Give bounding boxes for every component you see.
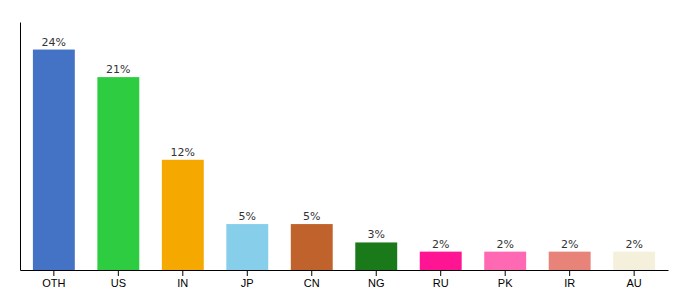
- bar: [355, 242, 397, 270]
- bar: [97, 77, 139, 270]
- bar: [162, 160, 204, 270]
- bar: [613, 252, 655, 270]
- x-tick-label: JP: [241, 277, 254, 289]
- x-tick-label: NG: [368, 277, 385, 289]
- x-tick: RU: [433, 270, 449, 289]
- x-tick: NG: [368, 270, 385, 289]
- x-tick: IN: [177, 270, 188, 289]
- data-label: 24%: [42, 36, 66, 49]
- x-tick-mark: [376, 270, 377, 276]
- x-tick-mark: [247, 270, 248, 276]
- x-tick-mark: [505, 270, 506, 276]
- bar: [33, 50, 75, 270]
- data-label: 12%: [171, 146, 195, 159]
- data-label: 2%: [625, 238, 642, 251]
- x-tick-mark: [182, 270, 183, 276]
- data-label: 2%: [561, 238, 578, 251]
- x-tick-label: AU: [627, 277, 642, 289]
- x-tick-mark: [569, 270, 570, 276]
- x-tick-mark: [53, 270, 54, 276]
- x-tick-mark: [440, 270, 441, 276]
- y-axis: [20, 23, 21, 271]
- bar: [291, 224, 333, 270]
- data-label: 5%: [239, 210, 256, 223]
- x-tick-label: CN: [304, 277, 320, 289]
- x-tick-mark: [311, 270, 312, 276]
- x-tick: OTH: [42, 270, 65, 289]
- x-tick: IR: [564, 270, 575, 289]
- x-tick-label: IN: [177, 277, 188, 289]
- data-label: 21%: [106, 63, 130, 76]
- data-label: 3%: [368, 228, 385, 241]
- bar: [420, 252, 462, 270]
- y-axis-line: [20, 23, 21, 271]
- plot: OTH US IN JP CN NG RU PK IR AU 24% 21% 12% 5% 5% 3% 2% 2%…: [21, 23, 669, 289]
- x-tick-label: RU: [433, 277, 449, 289]
- bar: [484, 252, 526, 270]
- x-tick: PK: [498, 270, 513, 289]
- bar: [226, 224, 268, 270]
- x-tick: JP: [241, 270, 254, 289]
- x-tick-label: IR: [564, 277, 575, 289]
- x-tick-label: OTH: [42, 277, 65, 289]
- x-axis-line: [21, 270, 669, 271]
- x-tick: AU: [627, 270, 642, 289]
- x-tick-mark: [118, 270, 119, 276]
- x-tick-label: US: [111, 277, 126, 289]
- data-label: 2%: [432, 238, 449, 251]
- data-label: 5%: [303, 210, 320, 223]
- bar: [549, 252, 591, 270]
- bars: [33, 50, 655, 270]
- x-axis: OTH US IN JP CN NG RU PK IR AU: [21, 270, 669, 289]
- x-tick: CN: [304, 270, 320, 289]
- x-tick-mark: [634, 270, 635, 276]
- x-tick: US: [111, 270, 126, 289]
- x-tick-label: PK: [498, 277, 513, 289]
- data-labels: 24% 21% 12% 5% 5% 3% 2% 2% 2% 2%: [42, 36, 643, 251]
- data-label: 2%: [496, 238, 513, 251]
- chart: OTH US IN JP CN NG RU PK IR AU 24% 21% 12% 5% 5% 3% 2% 2%…: [0, 0, 680, 300]
